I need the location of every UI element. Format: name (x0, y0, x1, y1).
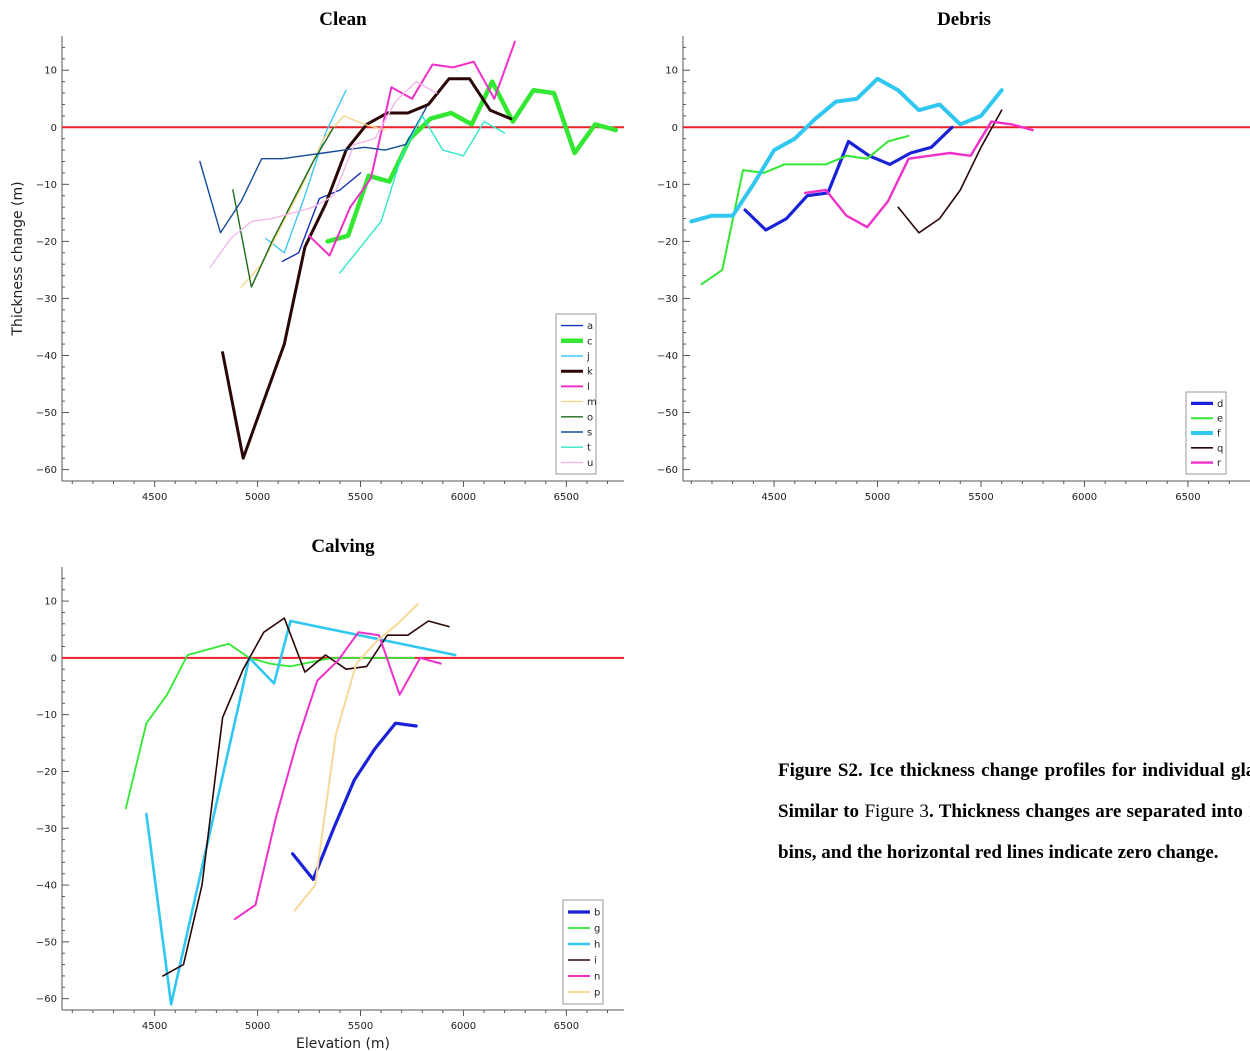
series-line-r (803, 120, 1034, 229)
x-tick-label: 6500 (554, 1021, 579, 1032)
legend-label-m: m (587, 397, 597, 408)
series-line-u (209, 80, 438, 268)
x-tick-label: 5000 (865, 492, 890, 503)
x-tick-label: 5500 (968, 492, 993, 503)
series-line-p (293, 602, 420, 912)
legend-label-c: c (587, 336, 593, 347)
legend-label-g: g (594, 924, 600, 935)
legend-label-u: u (587, 458, 593, 469)
legend-label-l: l (587, 382, 590, 393)
series-line-s (199, 106, 428, 234)
legend-label-i: i (594, 956, 597, 967)
x-tick-label: 4500 (761, 492, 786, 503)
series-line-i (162, 617, 450, 977)
chart-title: Clean (319, 9, 367, 30)
y-tick-label: −30 (36, 824, 57, 835)
y-tick-label: 10 (665, 66, 678, 77)
x-tick-label: 6000 (1072, 492, 1097, 503)
y-tick-label: −10 (36, 180, 57, 191)
y-tick-label: −10 (36, 710, 57, 721)
chart-title: Calving (311, 536, 375, 557)
caption-figure-ref: Figure 3 (864, 801, 929, 822)
legend-label-t: t (587, 443, 591, 454)
legend-box (562, 899, 604, 1005)
legend-label-q: q (1217, 443, 1223, 454)
x-tick-label: 5500 (348, 492, 373, 503)
y-tick-label: −20 (36, 237, 57, 248)
y-tick-label: −20 (657, 237, 678, 248)
legend-label-o: o (587, 412, 593, 423)
legend-label-s: s (587, 428, 592, 439)
x-tick-label: 5500 (348, 1021, 373, 1032)
y-tick-label: −30 (36, 294, 57, 305)
y-tick-label: −40 (36, 351, 57, 362)
series-line-t (339, 115, 506, 274)
series-line-n (233, 631, 442, 921)
x-tick-label: 4500 (142, 1021, 167, 1032)
chart-panel-calving: Calving 10 0 −10 −20 −30 −40 −50 −60 4500 5000 5500… (36, 536, 624, 1051)
y-tick-label: 0 (51, 123, 57, 134)
legend-label-e: e (1217, 414, 1223, 425)
chart-panel-debris: Debris 10 0 −10 −20 −30 −40 −50 −60 4500 5000 5500 6… (657, 9, 1250, 503)
series-line-b (291, 721, 418, 882)
series-line-h (145, 619, 457, 1006)
figure-caption: Figure S2. Ice thickness change profiles… (778, 750, 1250, 873)
y-axis-label: Thickness change (m) (10, 181, 26, 336)
legend-label-d: d (1217, 399, 1223, 410)
legend-label-r: r (1217, 458, 1222, 469)
y-tick-label: −60 (36, 994, 57, 1005)
series-line-l (308, 40, 516, 257)
legend-label-a: a (587, 321, 593, 332)
y-tick-label: −20 (36, 767, 57, 778)
caption-part1: Figure S2. Ice thickness change profiles… (778, 760, 1250, 822)
y-tick-label: −10 (657, 180, 678, 191)
series-line-j (265, 89, 347, 254)
x-tick-label: 5000 (245, 492, 270, 503)
series-line-k (221, 77, 513, 460)
legend-label-k: k (587, 367, 593, 378)
y-tick-label: −50 (657, 408, 678, 419)
y-tick-label: 0 (51, 653, 57, 664)
series-line-g (124, 642, 415, 810)
x-tick-label: 6000 (451, 492, 476, 503)
y-tick-label: −40 (657, 351, 678, 362)
series-line-f (689, 76, 1004, 224)
y-tick-label: −50 (36, 937, 57, 948)
series-line-o (232, 126, 335, 288)
series-line-a (281, 172, 362, 263)
legend-label-h: h (594, 940, 600, 951)
x-tick-label: 5000 (245, 1021, 270, 1032)
y-tick-label: −30 (657, 294, 678, 305)
legend-label-j: j (586, 352, 590, 363)
legend-label-b: b (594, 908, 600, 919)
series-line-d (743, 125, 954, 232)
series-line-q (897, 109, 1003, 234)
x-tick-label: 6500 (1175, 492, 1200, 503)
legend-label-p: p (594, 988, 600, 999)
y-tick-label: −60 (657, 465, 678, 476)
y-tick-label: 10 (44, 597, 57, 608)
chart-panel-clean: Clean 10 0 −10 −20 −30 −40 −50 −60 4500 5000 5500 60… (10, 9, 624, 503)
y-tick-label: 0 (672, 123, 678, 134)
x-tick-label: 6500 (554, 492, 579, 503)
chart-title: Debris (937, 9, 991, 30)
legend-label-f: f (1217, 429, 1221, 440)
x-tick-label: 6000 (451, 1021, 476, 1032)
y-tick-label: 10 (44, 66, 57, 77)
y-tick-label: −40 (36, 881, 57, 892)
series-line-e (700, 134, 910, 286)
y-tick-label: −60 (36, 465, 57, 476)
x-axis-label: Elevation (m) (296, 1036, 390, 1051)
legend-label-n: n (594, 972, 600, 983)
series-line-c (325, 79, 619, 244)
y-tick-label: −50 (36, 408, 57, 419)
x-tick-label: 4500 (142, 492, 167, 503)
caption-part2: . Thickness changes are separated into 1… (778, 801, 1250, 863)
